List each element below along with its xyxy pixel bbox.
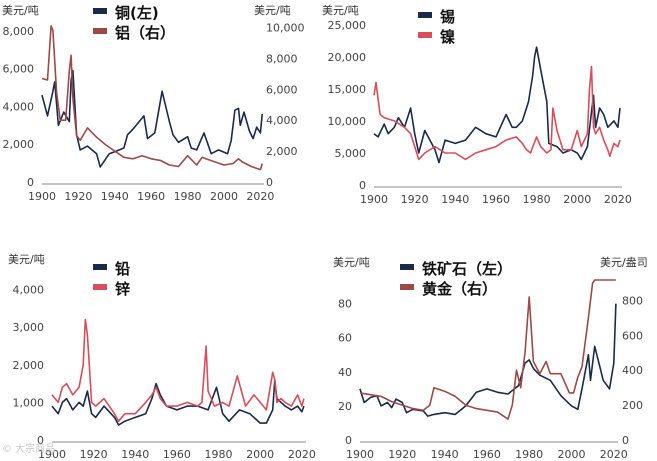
left-tick-label: 80 [338,298,352,311]
x-tick-label: 1920 [80,448,108,461]
legend-swatch [418,32,432,38]
left-tick-label: 2,000 [13,359,45,372]
x-tick-label: 1900 [38,448,66,461]
x-tick-label: 1980 [515,448,543,461]
right-tick-label: 0 [266,176,273,189]
series-line-2 [51,318,305,422]
x-tick-label: 1980 [523,193,551,206]
right-tick-label: 0 [622,434,629,447]
series-line-2 [41,25,263,171]
legend-label: 铝（右） [115,24,175,42]
legend-swatch [93,8,107,14]
legend-label: 黄金（右） [422,280,497,298]
legend-label: 铅 [115,260,130,278]
x-tick-label: 2020 [246,190,274,203]
x-tick-label: 2000 [246,448,274,461]
series-line-2 [373,65,621,161]
legend-label: 铁矿石（左） [422,260,512,278]
x-tick-label: 1940 [441,193,469,206]
legend-swatch [93,264,107,270]
right-tick-label: 200 [622,399,643,412]
series-line-1 [41,69,263,168]
left-tick-label: 2,000 [3,138,35,151]
right-tick-label: 800 [622,294,643,307]
left-tick-label: 5,000 [335,147,367,160]
x-tick-label: 2000 [210,190,238,203]
left-unit-label: 美元/吨 [2,4,39,17]
legend-swatch [93,28,107,34]
right-tick-label: 2,000 [266,145,298,158]
right-unit-label: 美元/吨 [254,4,291,17]
x-tick-label: 1980 [205,448,233,461]
left-tick-label: 10,000 [328,115,367,128]
x-tick-label: 2020 [288,448,316,461]
x-tick-label: 1940 [121,448,149,461]
legend-label: 铜(左) [115,4,159,22]
left-tick-label: 0 [359,179,366,192]
x-tick-label: 1960 [482,193,510,206]
x-tick-label: 1940 [431,448,459,461]
series-line-1 [359,303,617,417]
left-tick-label: 20 [338,400,352,413]
left-unit-label: 美元/吨 [322,4,359,17]
right-tick-label: 10,000 [266,21,305,34]
left-tick-label: 3,000 [13,321,45,334]
right-tick-label: 4,000 [266,114,298,127]
x-tick-label: 1960 [473,448,501,461]
chart-panel-4: 1900 1920 1940 1960 1980 2000 2020020406080020… [333,255,648,461]
x-tick-label: 1980 [174,190,202,203]
right-tick-label: 6,000 [266,83,298,96]
left-tick-label: 8,000 [3,25,35,38]
x-tick-label: 1920 [401,193,429,206]
right-unit-label: 美元/盎司 [600,255,648,269]
left-tick-label: 1,000 [13,396,45,409]
x-tick-label: 2020 [604,193,632,206]
x-tick-label: 1900 [28,190,56,203]
left-tick-label: 4,000 [3,100,35,113]
x-tick-label: 2020 [600,448,628,461]
watermark-text: © 大宗商品 [2,444,56,455]
left-tick-label: 40 [338,366,352,379]
legend-label: 锡 [440,8,455,26]
left-tick-label: 15,000 [328,83,367,96]
left-tick-label: 60 [338,332,352,345]
x-tick-label: 1960 [137,190,165,203]
x-tick-label: 2000 [563,193,591,206]
series-line-2 [359,279,616,420]
left-tick-label: 20,000 [328,51,367,64]
x-tick-label: 1900 [346,448,374,461]
chart-panel-3: 1900 1920 1940 1960 1980 2000 2020 0 1,000 2,000 3… [8,253,316,461]
chart-panel-2: 1900 1920 1940 1960 1980 2000 2020 0 5,000 10,000… [322,4,632,206]
x-tick-label: 2000 [557,448,585,461]
legend-swatch [418,12,432,18]
series-line-1 [51,379,305,426]
x-tick-label: 1960 [163,448,191,461]
legend-label: 锌 [115,280,130,298]
left-unit-label: 美元/吨 [8,253,45,266]
left-tick-label: 6,000 [3,63,35,76]
right-tick-label: 400 [622,364,643,377]
left-tick-label: 0 [27,176,34,189]
left-tick-label: 0 [37,434,44,447]
legend-swatch [93,284,107,290]
left-tick-label: 4,000 [13,284,45,297]
right-tick-label: 8,000 [266,52,298,65]
left-unit-label: 美元/吨 [333,256,370,269]
x-tick-label: 1940 [101,190,129,203]
x-tick-label: 1900 [360,193,388,206]
legend-swatch [400,264,414,270]
left-tick-label: 0 [345,434,352,447]
x-tick-label: 1920 [64,190,92,203]
chart-panel-1: 1900 1920 1940 1960 1980 2000 202002,0004,0006… [2,4,305,203]
legend-swatch [400,284,414,290]
x-tick-label: 1920 [388,448,416,461]
legend-label: 镍 [440,28,455,46]
right-tick-label: 600 [622,329,643,342]
left-tick-label: 25,000 [328,19,367,32]
